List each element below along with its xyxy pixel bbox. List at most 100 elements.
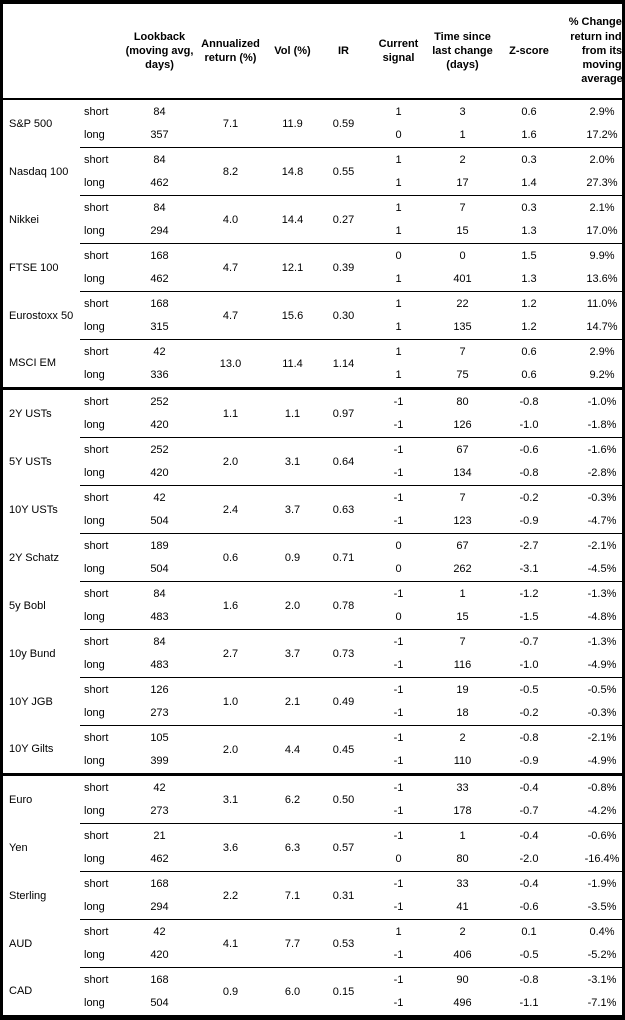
time-since-value: 134: [453, 467, 472, 480]
lookback-value: 252: [124, 437, 195, 462]
pct-change-value: -4.9%: [587, 659, 617, 672]
pct-change-value: 2.9%: [562, 339, 625, 364]
time-since-value: 406: [453, 949, 472, 962]
pct-change-value: -1.3%: [562, 581, 625, 606]
column-header-vol: Vol (%): [266, 4, 319, 100]
zscore-value: -2.7: [496, 533, 562, 558]
ir-value: 0.30: [319, 291, 368, 340]
pct-change-value: -0.3%: [587, 707, 617, 720]
zscore-value: 1.3: [521, 273, 537, 286]
table-row-short: Nikkei short 84 4.0 14.4 0.27 1 7 0.3 2.1%: [3, 195, 625, 244]
lookback-value: 420: [150, 467, 169, 480]
asset-name: AUD: [9, 937, 33, 950]
pct-change-value: 17.2%: [586, 129, 618, 142]
zscore-value: 1.2: [521, 321, 537, 334]
time-since-value: 80: [456, 853, 469, 866]
time-since-value: 110: [453, 755, 472, 768]
time-since-value: 15: [456, 225, 469, 238]
pct-change-value: 2.1%: [562, 195, 625, 220]
table-row-long: long 504 -1 496 -1.1 -7.1%: [3, 992, 625, 1016]
asset-group: Eurostoxx 50 short 168 4.7 15.6 0.30 1 22 1.2 11.…: [3, 291, 625, 340]
zscore-value: 1.6: [521, 129, 537, 142]
pct-change-value: 27.3%: [586, 177, 618, 190]
horizon-label: short: [80, 871, 124, 896]
lookback-value: 252: [124, 387, 195, 414]
asset-name: 10y Bund: [9, 647, 56, 660]
header-row: Lookback (moving avg, days) Annualized re…: [3, 4, 625, 100]
lookback-value: 315: [150, 321, 169, 334]
table-row-long: long 294 1 15 1.3 17.0%: [3, 220, 625, 244]
zscore-value: -0.8: [519, 467, 539, 480]
asset-name: Sterling: [9, 889, 47, 902]
signal-value: -1: [368, 485, 429, 510]
time-since-value: 262: [453, 563, 472, 576]
time-since-value: 17: [456, 177, 469, 190]
annualized-return-value: 2.0: [195, 725, 266, 775]
ir-value: 0.71: [319, 533, 368, 582]
lookback-value: 273: [150, 805, 169, 818]
lookback-value: 84: [124, 629, 195, 654]
pct-change-value: 9.2%: [589, 369, 615, 382]
ir-value: 0.45: [319, 725, 368, 775]
zscore-value: -0.8: [496, 967, 562, 992]
signal-value: 1: [368, 291, 429, 316]
column-header-ir: IR: [319, 4, 368, 100]
time-since-value: 1: [429, 581, 496, 606]
asset-group: 10Y USTs short 42 2.4 3.7 0.63 -1 7 -0.2 -0.3% lon…: [3, 485, 625, 534]
lookback-value: 504: [150, 515, 169, 528]
vol-value: 11.4: [266, 339, 319, 389]
table-row-long: long 420 -1 406 -0.5 -5.2%: [3, 944, 625, 968]
signal-value: -1: [393, 467, 404, 480]
zscore-value: -1.1: [519, 997, 539, 1010]
signal-value: 0: [395, 563, 402, 576]
ir-value: 0.57: [319, 823, 368, 872]
annualized-return-value: 2.0: [195, 437, 266, 486]
time-since-value: 7: [429, 485, 496, 510]
ir-value: 0.27: [319, 195, 368, 244]
asset-name: 5Y USTs: [9, 455, 52, 468]
time-since-value: 75: [456, 369, 469, 382]
column-header-horizon: [80, 4, 124, 100]
horizon-label: long: [84, 755, 105, 768]
lookback-value: 126: [124, 677, 195, 702]
signal-value: -1: [368, 725, 429, 750]
annualized-return-value: 1.0: [195, 677, 266, 726]
signal-value: 1: [395, 321, 402, 334]
pct-change-value: 14.7%: [586, 321, 618, 334]
annualized-return-value: 2.2: [195, 871, 266, 920]
zscore-value: -0.4: [496, 823, 562, 848]
horizon-label: short: [80, 387, 124, 414]
table-row-long: long 420 -1 134 -0.8 -2.8%: [3, 462, 625, 486]
lookback-value: 462: [150, 177, 169, 190]
column-header-zscore: Z-score: [496, 4, 562, 100]
table-row-long: long 399 -1 110 -0.9 -4.9%: [3, 750, 625, 775]
lookback-value: 42: [124, 919, 195, 944]
signal-value: -1: [368, 677, 429, 702]
ir-value: 0.50: [319, 773, 368, 824]
ir-value: 1.14: [319, 339, 368, 389]
horizon-label: short: [80, 437, 124, 462]
signal-value: -1: [368, 773, 429, 800]
pct-change-value: -4.2%: [587, 805, 617, 818]
asset-group: Yen short 21 3.6 6.3 0.57 -1 1 -0.4 -0.6% long 462 0…: [3, 823, 625, 872]
vol-value: 6.0: [266, 967, 319, 1015]
horizon-label: short: [80, 291, 124, 316]
vol-value: 11.9: [282, 117, 303, 130]
lookback-value: 168: [124, 967, 195, 992]
table-row-short: FTSE 100 short 168 4.7 12.1 0.39 0 0 1.5 9.9%: [3, 243, 625, 292]
lookback-value: 399: [150, 755, 169, 768]
pct-change-value: -4.8%: [587, 611, 617, 624]
annualized-return-value: 0.6: [195, 533, 266, 582]
vol-value: 14.8: [266, 147, 319, 196]
horizon-label: long: [84, 611, 105, 624]
asset-name: CAD: [9, 985, 33, 998]
table-header: Lookback (moving avg, days) Annualized re…: [3, 4, 625, 100]
horizon-label: short: [80, 967, 124, 992]
table-row-short: AUD short 42 4.1 7.7 0.53 1 2 0.1 0.4%: [3, 919, 625, 968]
annualized-return-value: 0.9: [195, 967, 266, 1015]
time-since-value: 22: [429, 291, 496, 316]
time-since-value: 135: [453, 321, 472, 334]
table-row-long: long 483 0 15 -1.5 -4.8%: [3, 606, 625, 630]
pct-change-value: -0.6%: [562, 823, 625, 848]
asset-group: 2Y Schatz short 189 0.6 0.9 0.71 0 67 -2.7 -2.1% l…: [3, 533, 625, 582]
